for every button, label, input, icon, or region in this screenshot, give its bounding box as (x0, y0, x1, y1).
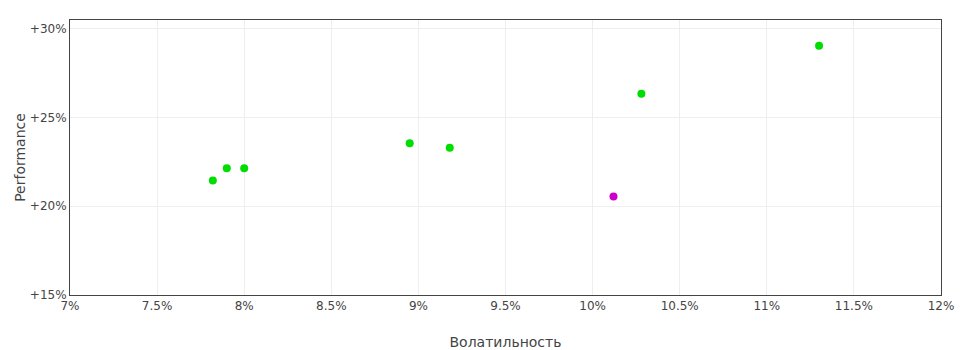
svg-text:+25%: +25% (30, 111, 67, 125)
svg-text:11%: 11% (753, 299, 780, 313)
svg-text:+30%: +30% (30, 22, 67, 36)
svg-text:12%: 12% (928, 299, 955, 313)
svg-text:7%: 7% (60, 299, 79, 313)
svg-text:Волатильность: Волатильность (450, 334, 562, 350)
svg-text:9%: 9% (409, 299, 428, 313)
svg-text:Performance: Performance (12, 113, 28, 202)
svg-text:+20%: +20% (30, 199, 67, 213)
svg-text:10%: 10% (579, 299, 606, 313)
svg-text:8%: 8% (235, 299, 254, 313)
svg-text:9.5%: 9.5% (490, 299, 521, 313)
svg-text:7.5%: 7.5% (142, 299, 173, 313)
svg-text:8.5%: 8.5% (316, 299, 347, 313)
svg-text:+15%: +15% (30, 288, 67, 302)
svg-text:10.5%: 10.5% (661, 299, 699, 313)
svg-text:11.5%: 11.5% (835, 299, 873, 313)
